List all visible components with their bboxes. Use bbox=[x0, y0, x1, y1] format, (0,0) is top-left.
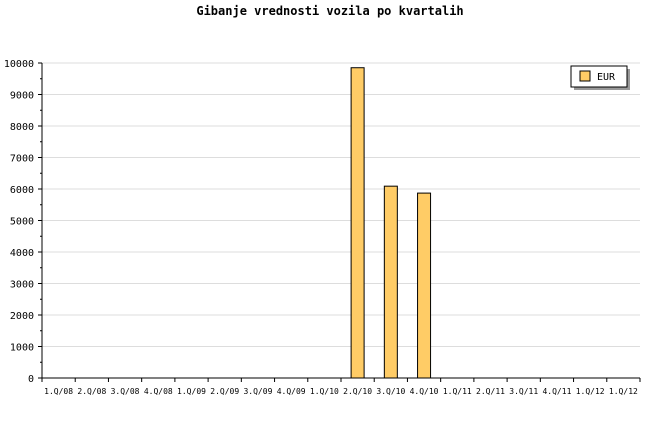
y-tick-label: 9000 bbox=[10, 91, 34, 102]
x-tick-label: 2.Q/08 bbox=[77, 387, 106, 396]
x-tick-label: 4.Q/09 bbox=[277, 387, 306, 396]
x-tick-label: 3.Q/10 bbox=[376, 387, 405, 396]
x-tick-label: 1.Q/11 bbox=[443, 387, 472, 396]
x-tick-label: 3.Q/11 bbox=[509, 387, 538, 396]
y-tick-label: 8000 bbox=[10, 122, 34, 133]
y-tick-label: 4000 bbox=[10, 248, 34, 259]
x-tick-label: 1.Q/09 bbox=[177, 387, 206, 396]
x-tick-label: 1.Q/12 bbox=[576, 387, 605, 396]
x-tick-label: 3.Q/08 bbox=[111, 387, 140, 396]
x-tick-label: 2.Q/11 bbox=[476, 387, 505, 396]
x-tick-label: 1.Q/08 bbox=[44, 387, 73, 396]
y-tick-label: 3000 bbox=[10, 280, 34, 291]
x-tick-label: 2.Q/10 bbox=[343, 387, 372, 396]
y-tick-label: 7000 bbox=[10, 154, 34, 165]
legend-swatch bbox=[579, 70, 591, 82]
x-tick-label: 4.Q/11 bbox=[542, 387, 571, 396]
legend-label: EUR bbox=[597, 72, 616, 83]
legend: EUR bbox=[570, 65, 630, 90]
y-tick-label: 2000 bbox=[10, 311, 34, 322]
bar-4.Q/10 bbox=[417, 192, 432, 379]
chart-title: Gibanje vrednosti vozila po kvartalih bbox=[196, 4, 463, 18]
y-tick-label: 10000 bbox=[4, 59, 34, 70]
bar-2.Q/10 bbox=[350, 67, 365, 379]
x-tick-label: 4.Q/08 bbox=[144, 387, 173, 396]
x-tick-label: 4.Q/10 bbox=[410, 387, 439, 396]
y-tick-label: 0 bbox=[28, 374, 34, 385]
x-tick-label: 1.Q/10 bbox=[310, 387, 339, 396]
y-tick-label: 6000 bbox=[10, 185, 34, 196]
x-tick-label: 1.Q/12 bbox=[609, 387, 638, 396]
y-tick-label: 5000 bbox=[10, 217, 34, 228]
bar-3.Q/10 bbox=[383, 185, 398, 379]
y-tick-label: 1000 bbox=[10, 343, 34, 354]
x-tick-label: 3.Q/09 bbox=[243, 387, 272, 396]
x-tick-label: 2.Q/09 bbox=[210, 387, 239, 396]
